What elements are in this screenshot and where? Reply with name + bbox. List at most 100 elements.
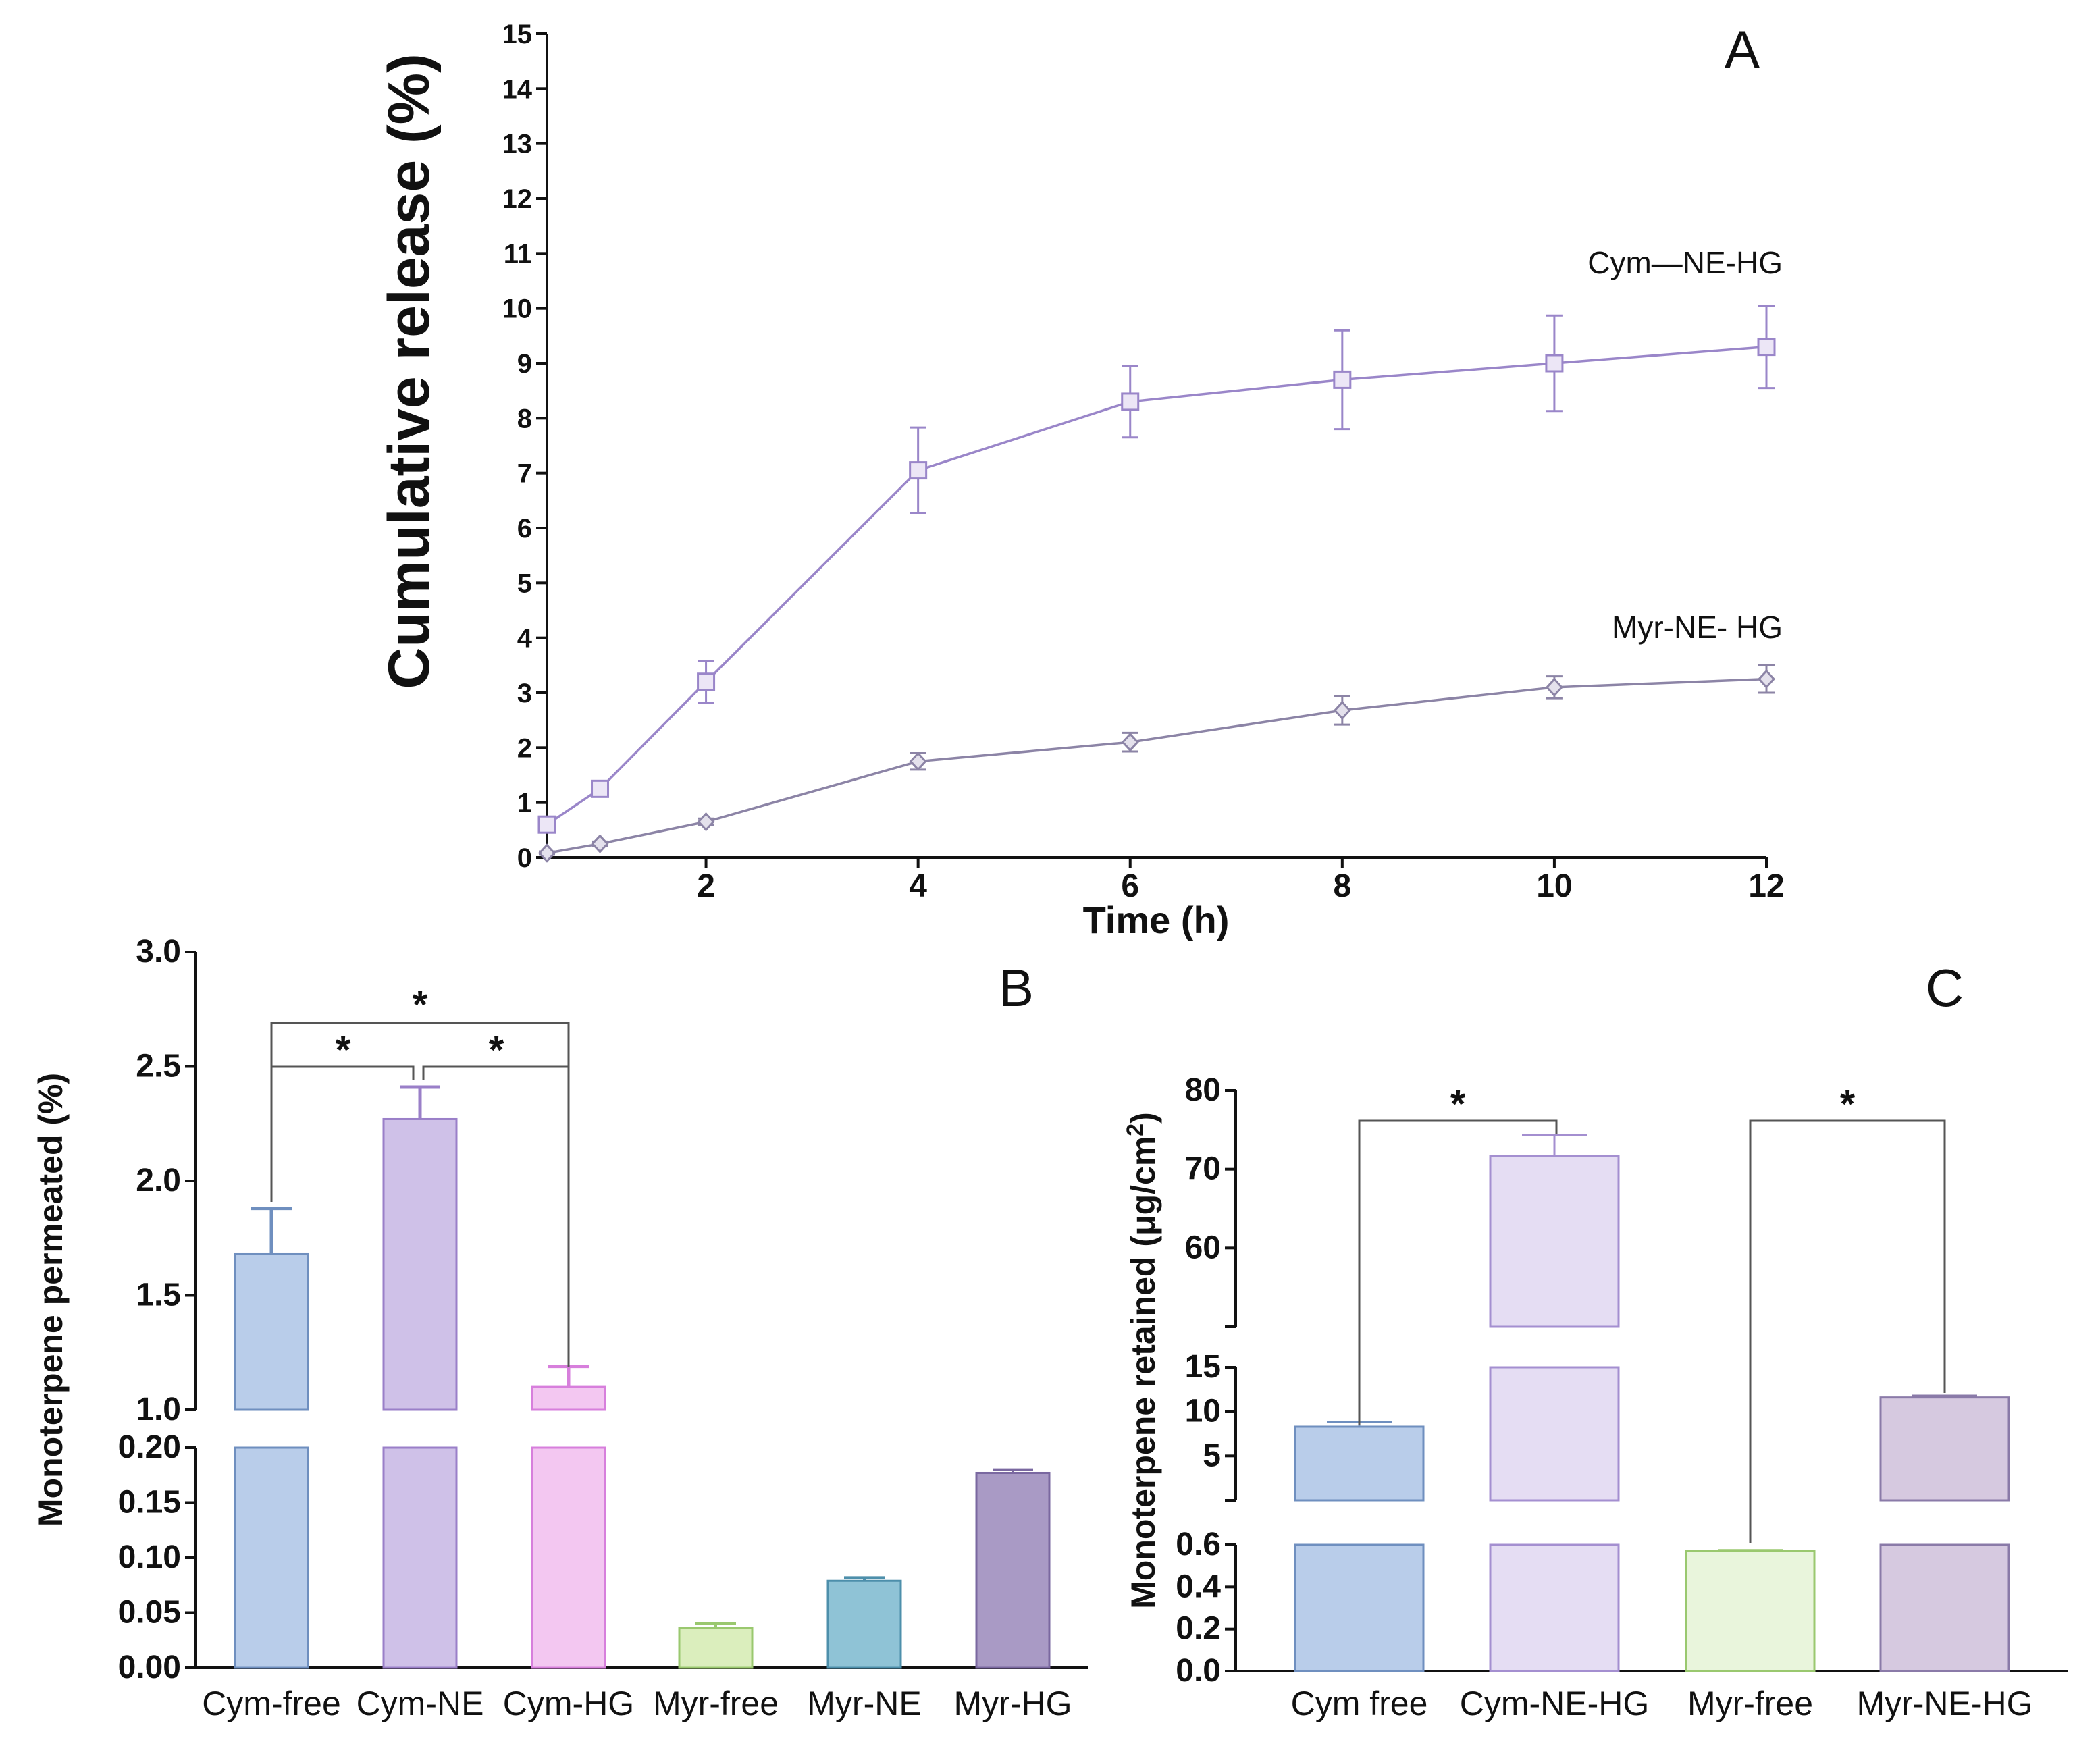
panel-a-letter: A — [1725, 20, 1760, 79]
panel-c-y-tick-label: 0.0 — [1176, 1653, 1221, 1689]
data-point-diamond — [697, 812, 715, 832]
panel-c-y-tick-label: 80 — [1185, 1072, 1221, 1108]
panel-a-x-tick-label: 8 — [1333, 868, 1351, 904]
data-point-square — [537, 815, 556, 834]
panel-b-y-tick-label: 3.0 — [136, 934, 181, 970]
category-label: Cym-HG — [503, 1685, 634, 1722]
bar — [1294, 1543, 1425, 1672]
bracket-cymne-cymhg — [422, 1065, 570, 1367]
panel-b-y-tick-label: 0.10 — [118, 1539, 181, 1575]
panel-a-y-tick-label: 2 — [517, 733, 532, 763]
panel-b-y-tick-label: 0.15 — [118, 1485, 181, 1521]
category-label: Cym-NE — [357, 1685, 484, 1722]
significance-star: * — [489, 1028, 504, 1072]
data-point-diamond — [591, 834, 609, 853]
category-label: Cym-free — [202, 1685, 341, 1722]
data-point-square — [1121, 392, 1140, 411]
panel-b-y-tick-label: 0.05 — [118, 1595, 181, 1631]
panel-a-y-tick-label: 0 — [517, 843, 532, 873]
bar — [382, 1446, 458, 1669]
panel-b-y-tick-label: 1.0 — [136, 1392, 181, 1427]
data-point-square — [1545, 354, 1564, 373]
bar — [678, 1627, 754, 1669]
data-point-diamond — [1121, 732, 1139, 752]
panel-a-series — [537, 305, 1776, 863]
bar — [531, 1446, 606, 1669]
bar — [1879, 1396, 2010, 1502]
panel-c-y-ticks: 0.0 0.2 0.4 0.6 5 10 15 60 70 80 — [1176, 1072, 1236, 1689]
panel-a-y-tick-label: 4 — [517, 624, 533, 654]
panel-a-x-tick-label: 2 — [697, 868, 715, 904]
data-point-diamond — [909, 751, 927, 771]
data-point-square — [909, 461, 928, 480]
panel-c-y-tick-label: 15 — [1185, 1349, 1221, 1385]
category-label: Cym-NE-HG — [1460, 1685, 1650, 1722]
panel-c-y-tick-label: 0.6 — [1176, 1527, 1221, 1562]
data-point-diamond — [537, 843, 556, 863]
data-point-diamond — [1545, 677, 1563, 697]
data-point-diamond — [1757, 669, 1776, 689]
data-point-square — [697, 672, 716, 691]
panel-a-y-tick-label: 3 — [517, 679, 532, 708]
panel-c-y-tick-label: 0.2 — [1176, 1611, 1221, 1647]
panel-a-y-tick-label: 15 — [502, 20, 533, 49]
significance-star: * — [1840, 1082, 1856, 1126]
panel-a-y-tick-label: 9 — [517, 349, 532, 379]
data-point-square — [591, 779, 610, 798]
bracket-cymfree-cymnehg — [1358, 1119, 1558, 1425]
panel-a-y-tick-label: 5 — [517, 569, 532, 598]
significance-star: * — [336, 1028, 351, 1072]
category-label: Myr-free — [653, 1685, 779, 1722]
data-point-diamond — [1333, 700, 1351, 720]
panel-a-y-tick-label: 6 — [517, 514, 532, 544]
category-label: Cym free — [1291, 1685, 1428, 1722]
panel-a-y-tick-label: 12 — [502, 184, 533, 214]
panel-b-y-tick-label: 2.0 — [136, 1163, 181, 1198]
panel-c-y-tick-label: 10 — [1185, 1394, 1221, 1429]
bar — [531, 1385, 606, 1411]
category-label: Myr-NE — [807, 1685, 921, 1722]
panel-b-y-ticks: 0.00 0.05 0.10 0.15 0.201.0 1.5 2.0 2.5 3.0 — [118, 934, 196, 1685]
panel-b-y-tick-label: 0.00 — [118, 1649, 181, 1685]
panel-a-x-axis-label: Time (h) — [1083, 899, 1230, 941]
series-line-0 — [546, 345, 1767, 826]
panel-c-y-tick-label: 5 — [1203, 1437, 1221, 1473]
panel-a-y-tick-label: 13 — [502, 130, 533, 159]
panel-a-y-tick-label: 1 — [517, 789, 532, 818]
panel-b-y-axis-label: Monoterpene permeated (%) — [32, 1073, 70, 1527]
panel-c-y-tick-label: 70 — [1185, 1151, 1221, 1187]
category-label: Myr-free — [1687, 1685, 1813, 1722]
bar — [1489, 1155, 1620, 1328]
panel-c-y-axis-label: Monoterpene retained (μg/cm2) — [1122, 1112, 1162, 1609]
bar — [826, 1579, 902, 1669]
panel-a-x-ticks: 2 4 6 8 10 12 — [697, 857, 1785, 904]
panel-a-y-tick-label: 11 — [504, 239, 532, 269]
bracket-myrfree-myrnehg — [1749, 1119, 1946, 1543]
bar — [1489, 1366, 1620, 1502]
panel-a-y-tick-label: 8 — [517, 404, 532, 433]
bar — [234, 1446, 309, 1669]
category-label: Myr-NE-HG — [1856, 1685, 2032, 1722]
significance-star: * — [1450, 1082, 1466, 1126]
bar — [1489, 1543, 1620, 1672]
bar — [234, 1252, 309, 1411]
bracket-cymfree-cymne — [270, 1065, 415, 1202]
data-point-square — [1757, 338, 1776, 357]
panel-c-bars — [1294, 1134, 2010, 1672]
panel-c-bar-chart: 0.0 0.2 0.4 0.6 5 10 15 60 70 80 Cym free Cym-NE-H… — [1122, 958, 2068, 1722]
legend-label-cym: Cym—NE-HG — [1587, 245, 1783, 280]
panel-a-y-tick-label: 10 — [502, 294, 533, 324]
panel-b-bars — [234, 1085, 1051, 1669]
panel-a-x-tick-label: 6 — [1121, 868, 1139, 904]
panel-a-y-axis-label: Cumulative release (%) — [377, 53, 442, 689]
panel-b-bar-chart: 0.00 0.05 0.10 0.15 0.201.0 1.5 2.0 2.5 3.0 Cym-… — [32, 934, 1088, 1722]
bar — [382, 1117, 458, 1411]
series-line-1 — [546, 677, 1767, 855]
panel-a-x-tick-label: 12 — [1748, 868, 1784, 904]
category-label: Myr-HG — [954, 1685, 1072, 1722]
panel-c-y-tick-label: 60 — [1185, 1230, 1221, 1265]
bar — [1685, 1550, 1816, 1672]
